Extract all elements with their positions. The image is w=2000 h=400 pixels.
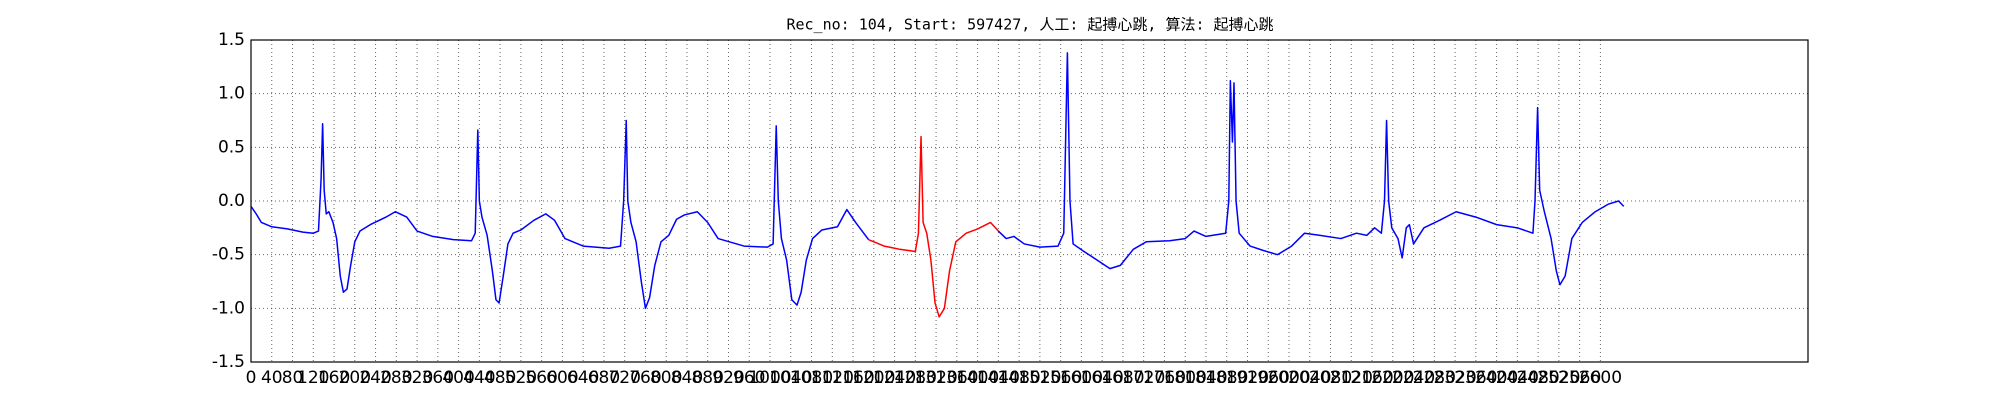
- x-tick-label: 1600: [1060, 368, 1103, 388]
- x-tick-label: 1400: [956, 368, 999, 388]
- x-tick-label: 1240: [873, 368, 916, 388]
- y-tick-label: 1.0: [218, 84, 245, 104]
- chart-title: Rec_no: 104, Start: 597427, 人工: 起搏心跳, 算法…: [786, 16, 1273, 34]
- x-tick-label: 800: [650, 368, 682, 388]
- x-tick-label: 440: [463, 368, 495, 388]
- x-tick-label: 1040: [769, 368, 812, 388]
- x-tick-label: 2120: [1330, 368, 1373, 388]
- x-tick-label: 0: [246, 368, 257, 388]
- x-tick-label: 2080: [1309, 368, 1352, 388]
- x-tick-label: 360: [422, 368, 454, 388]
- y-tick-label: 0.0: [218, 191, 245, 211]
- x-tick-label: 1800: [1164, 368, 1207, 388]
- x-tick-label: 1200: [852, 368, 895, 388]
- x-tick-label: 600: [546, 368, 578, 388]
- x-tick-label: 160: [318, 368, 350, 388]
- y-tick-label: 0.5: [218, 137, 245, 157]
- x-tick-label: 2440: [1496, 368, 1539, 388]
- ecg-line: [250, 52, 1625, 310]
- x-tick-label: 1960: [1247, 368, 1290, 388]
- x-tick-label: 520: [505, 368, 537, 388]
- y-tick-label: -1.0: [212, 298, 245, 318]
- x-tick-label: 480: [484, 368, 516, 388]
- x-tick-label: 1720: [1122, 368, 1165, 388]
- x-tick-label: 1120: [811, 368, 854, 388]
- x-tick-label: 1920: [1226, 368, 1269, 388]
- x-tick-label: 1520: [1018, 368, 1061, 388]
- y-tick-label: -1.5: [212, 352, 245, 372]
- x-tick-label: 2240: [1392, 368, 1435, 388]
- x-tick-label: 1760: [1143, 368, 1186, 388]
- x-tick-label: 80: [282, 368, 304, 388]
- plot-frame: [250, 39, 1809, 363]
- x-tick-label: 2480: [1516, 368, 1559, 388]
- x-tick-label: 1880: [1205, 368, 1248, 388]
- x-tick-label: 2160: [1350, 368, 1393, 388]
- y-tick-label: 1.5: [218, 30, 245, 50]
- x-tick-label: 1320: [914, 368, 957, 388]
- ecg-line: [868, 135, 999, 318]
- x-tick-label: 1560: [1039, 368, 1082, 388]
- y-tick-label: -0.5: [212, 245, 245, 265]
- x-tick-label: 1000: [748, 368, 791, 388]
- x-tick-label: 1480: [997, 368, 1040, 388]
- x-tick-label: 560: [525, 368, 557, 388]
- x-tick-label: 2400: [1475, 368, 1518, 388]
- x-tick-label: 2520: [1537, 368, 1580, 388]
- x-tick-label: 1360: [935, 368, 978, 388]
- x-tick-label: 1680: [1101, 368, 1144, 388]
- x-tick-label: 2600: [1579, 368, 1622, 388]
- x-tick-label: 960: [733, 368, 765, 388]
- x-tick-label: 1080: [790, 368, 833, 388]
- x-tick-label: 280: [380, 368, 412, 388]
- x-tick-label: 840: [671, 368, 703, 388]
- x-tick-label: 2200: [1371, 368, 1414, 388]
- x-tick-label: 2560: [1558, 368, 1601, 388]
- x-tick-label: 240: [359, 368, 391, 388]
- x-tick-label: 2040: [1288, 368, 1331, 388]
- x-tick-label: 1440: [977, 368, 1020, 388]
- x-tick-label: 1160: [831, 368, 874, 388]
- x-tick-label: 200: [339, 368, 371, 388]
- x-tick-label: 920: [712, 368, 744, 388]
- x-tick-label: 120: [297, 368, 329, 388]
- x-tick-label: 880: [691, 368, 723, 388]
- x-tick-label: 2320: [1433, 368, 1476, 388]
- x-tick-label: 2000: [1267, 368, 1310, 388]
- x-tick-label: 2360: [1454, 368, 1497, 388]
- x-tick-label: 1640: [1081, 368, 1124, 388]
- x-tick-label: 640: [567, 368, 599, 388]
- x-tick-label: 320: [401, 368, 433, 388]
- x-tick-label: 400: [442, 368, 474, 388]
- x-tick-label: 680: [588, 368, 620, 388]
- x-tick-label: 2280: [1413, 368, 1456, 388]
- x-tick-label: 720: [608, 368, 640, 388]
- x-tick-label: 760: [629, 368, 661, 388]
- x-tick-label: 1840: [1184, 368, 1227, 388]
- x-tick-label: 1280: [894, 368, 937, 388]
- x-tick-label: 40: [261, 368, 283, 388]
